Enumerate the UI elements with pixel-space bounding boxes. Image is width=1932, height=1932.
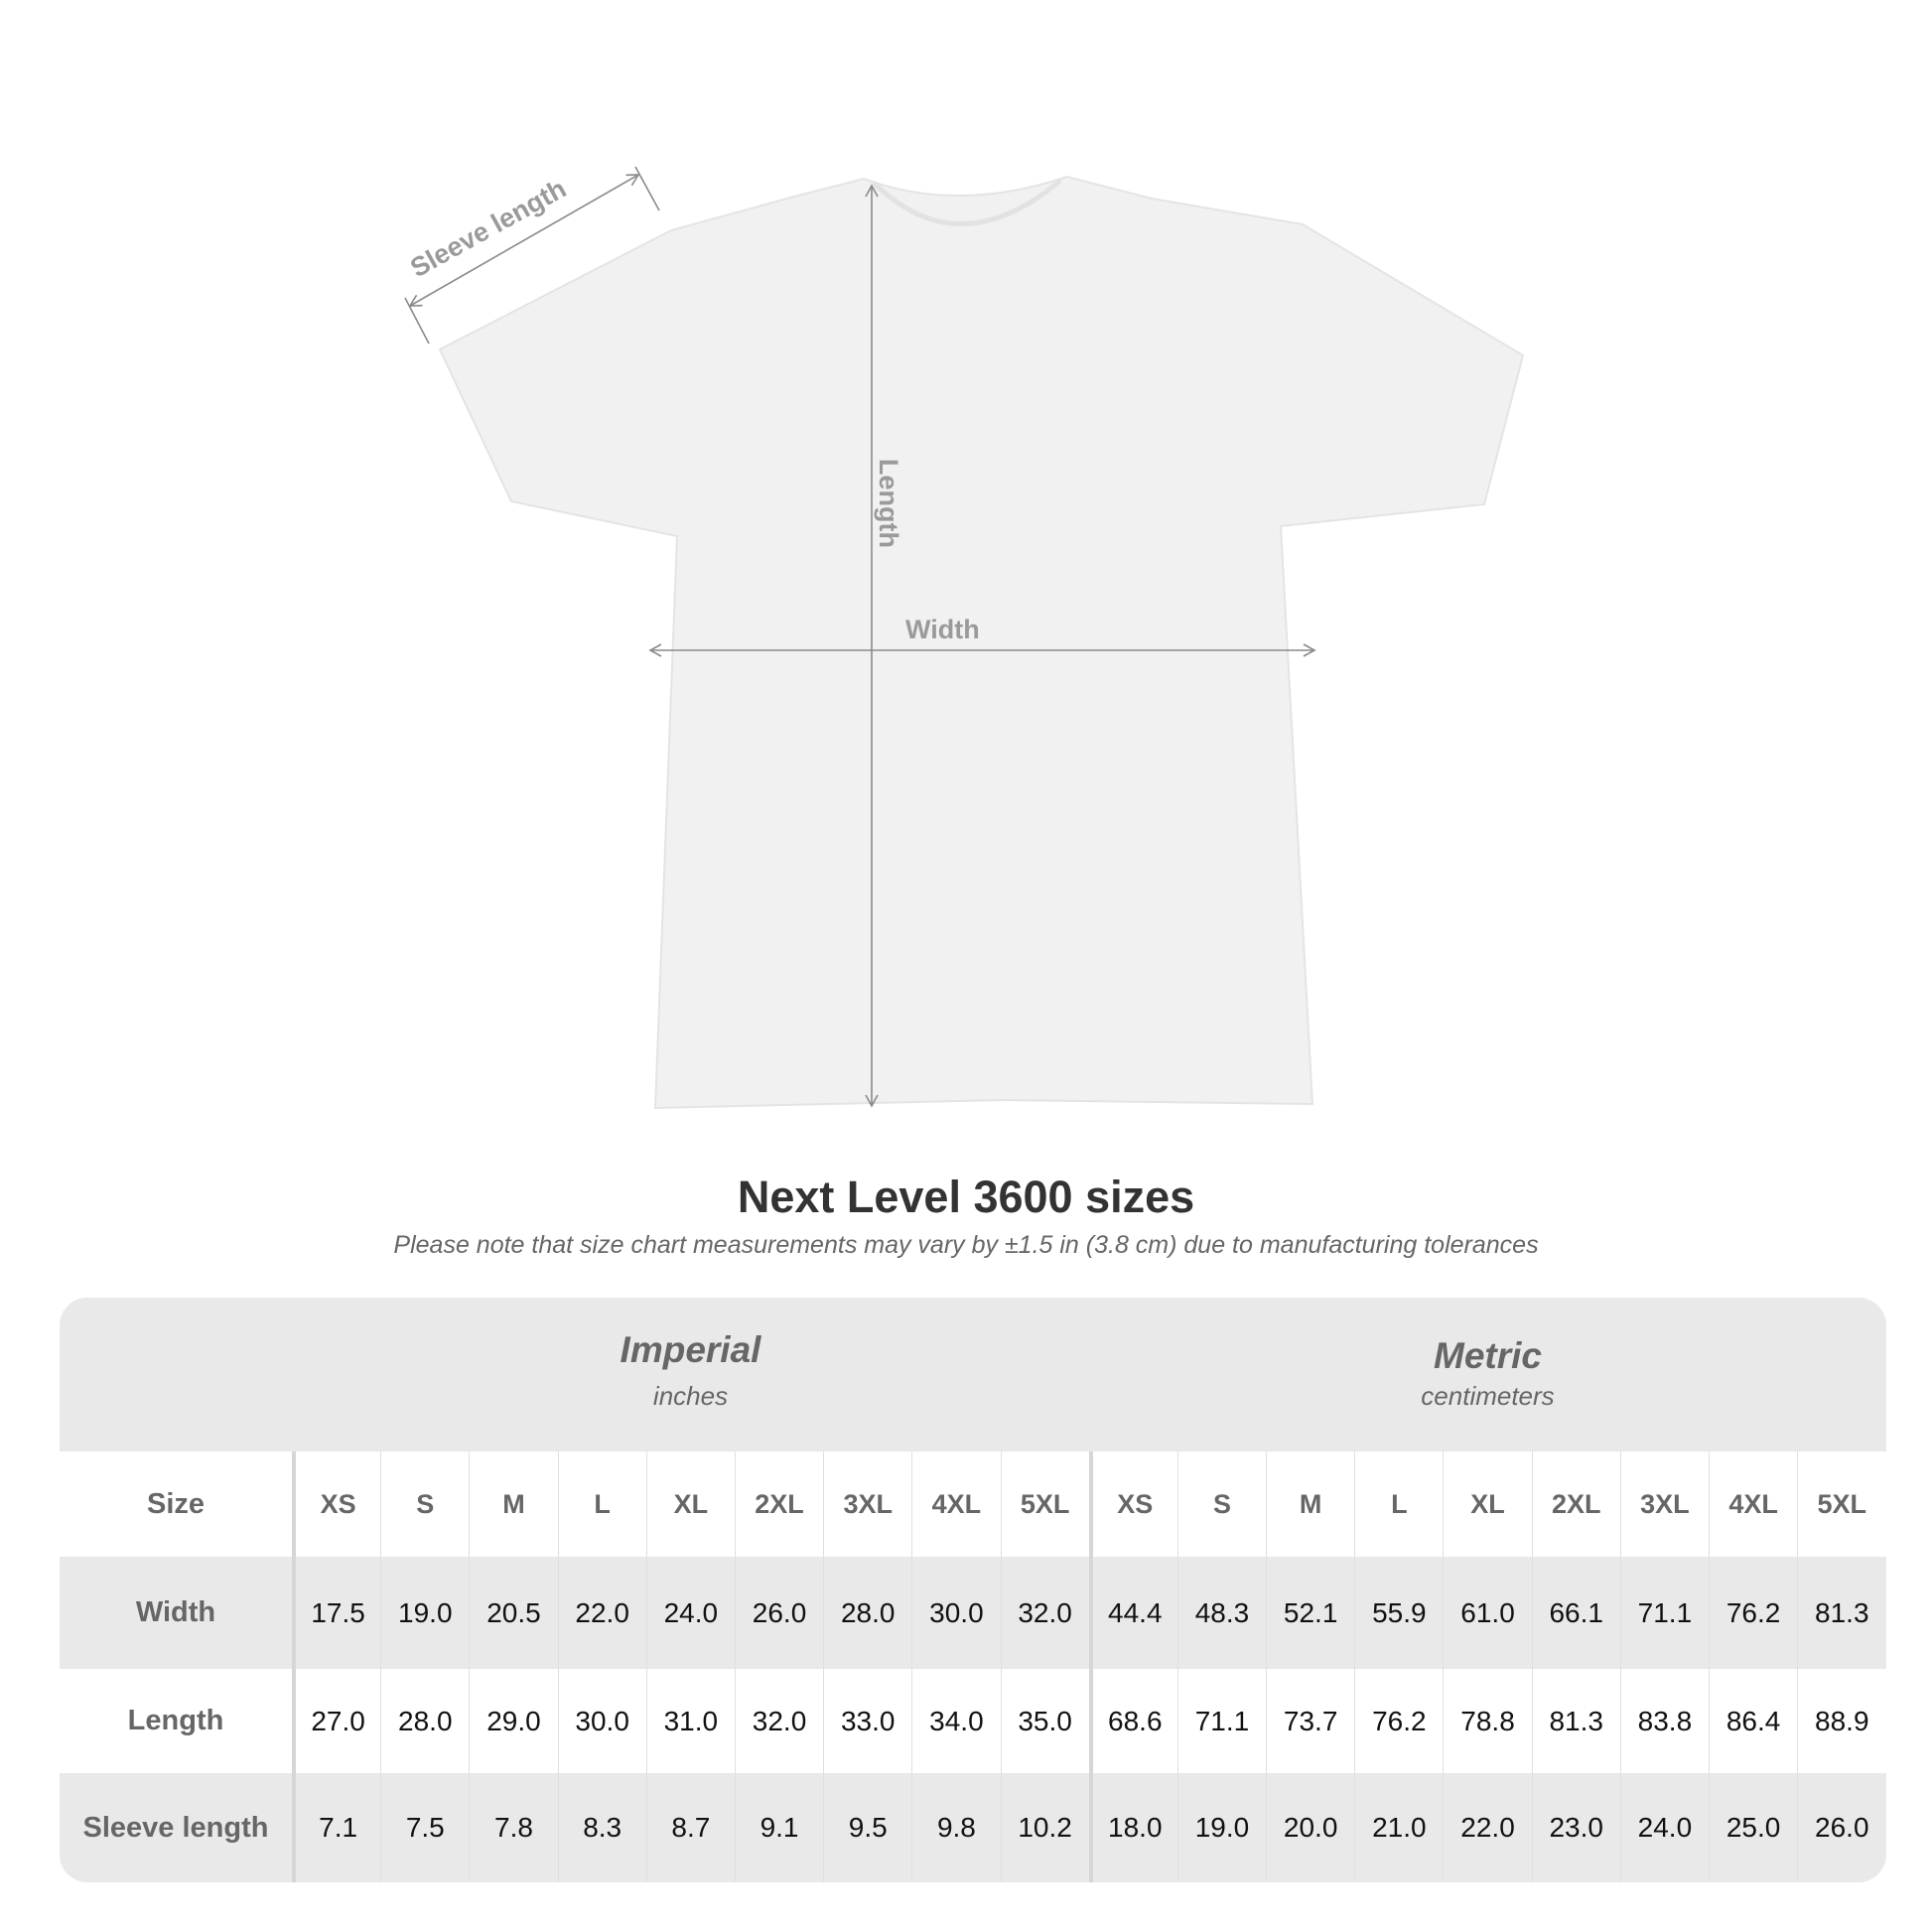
imperial-value-cell: 22.0 (557, 1557, 646, 1669)
metric-value-cell: 48.3 (1176, 1557, 1266, 1669)
metric-value-cell: 20.0 (1266, 1773, 1354, 1882)
size-header-cell: 3XL (823, 1451, 911, 1557)
row-label: Width (135, 1596, 216, 1628)
imperial-value-cell: 30.0 (557, 1669, 646, 1773)
imperial-value-cell: 34.0 (911, 1669, 1000, 1773)
size-header-cell: S (380, 1451, 469, 1557)
metric-header: Metric centimeters (1089, 1298, 1886, 1451)
metric-value-cell: 71.1 (1176, 1669, 1266, 1773)
size-header-cell: 5XL (1000, 1451, 1089, 1557)
imperial-value-cell: 7.8 (469, 1773, 557, 1882)
imperial-title: Imperial (620, 1329, 761, 1370)
row-label: Size (146, 1487, 206, 1520)
size-header-cell: XS (1088, 1451, 1177, 1557)
size-header-cell: 4XL (911, 1451, 1000, 1557)
metric-value-cell: 26.0 (1797, 1773, 1885, 1882)
size-header-cell: XS (292, 1451, 380, 1557)
size-header-cell: XL (1443, 1451, 1531, 1557)
metric-value-cell: 18.0 (1088, 1773, 1177, 1882)
metric-value-cell: 88.9 (1797, 1669, 1885, 1773)
metric-value-cell: 61.0 (1443, 1557, 1531, 1669)
metric-value-cell: 22.0 (1443, 1773, 1531, 1882)
metric-value-cell: 71.1 (1619, 1557, 1709, 1669)
size-header-cell: M (469, 1451, 557, 1557)
imperial-value-cell: 32.0 (1000, 1557, 1089, 1669)
imperial-header: Imperial inches (292, 1298, 1089, 1451)
metric-value-cell: 66.1 (1531, 1557, 1620, 1669)
imperial-value-cell: 32.0 (734, 1669, 823, 1773)
imperial-unit: inches (652, 1381, 729, 1411)
tshirt-diagram: Sleeve length Length Width (404, 166, 1525, 1110)
metric-value-cell: 25.0 (1709, 1773, 1797, 1882)
size-header-cell: 2XL (1531, 1451, 1620, 1557)
metric-value-cell: 83.8 (1619, 1669, 1709, 1773)
imperial-value-cell: 31.0 (645, 1669, 735, 1773)
metric-title: Metric (1434, 1335, 1542, 1376)
length-label: Length (874, 459, 903, 548)
size-header-cell: XL (645, 1451, 735, 1557)
imperial-value-cell: 9.8 (911, 1773, 1000, 1882)
imperial-value-cell: 10.2 (1000, 1773, 1089, 1882)
size-header-cell: L (557, 1451, 646, 1557)
imperial-value-cell: 35.0 (1000, 1669, 1089, 1773)
table-row: Sleeve length 7.1 7.5 7.8 8.3 8.7 9.1 9.5 9.8 10.… (60, 1773, 1886, 1882)
size-table: Imperial inches Metric centimeters Size X… (60, 1298, 1886, 1882)
page-title: Next Level 3600 sizes (737, 1172, 1195, 1222)
width-label: Width (905, 615, 980, 644)
metric-value-cell: 81.3 (1797, 1557, 1885, 1669)
row-label: Length (127, 1705, 224, 1736)
metric-value-cell: 19.0 (1176, 1773, 1266, 1882)
metric-value-cell: 23.0 (1531, 1773, 1620, 1882)
table-row: Length 27.0 28.0 29.0 30.0 31.0 32.0 33.0 34.0 35… (60, 1669, 1886, 1773)
metric-value-cell: 21.0 (1354, 1773, 1443, 1882)
size-header-row: Size XS S M L XL 2XL 3XL 4XL 5XL XS S M L XL 2XL 3XL 4XL 5… (60, 1451, 1886, 1557)
metric-value-cell: 52.1 (1266, 1557, 1354, 1669)
metric-value-cell: 55.9 (1354, 1557, 1443, 1669)
size-header-cell: L (1354, 1451, 1443, 1557)
size-header-cell: S (1176, 1451, 1266, 1557)
imperial-value-cell: 29.0 (469, 1669, 557, 1773)
imperial-value-cell: 33.0 (823, 1669, 911, 1773)
tshirt-shape (438, 175, 1525, 1110)
metric-value-cell: 76.2 (1709, 1557, 1797, 1669)
metric-value-cell: 68.6 (1088, 1669, 1177, 1773)
table-row: Width 17.5 19.0 20.5 22.0 24.0 26.0 28.0 30.0 32.… (60, 1557, 1886, 1669)
imperial-value-cell: 9.1 (734, 1773, 823, 1882)
size-header-cell: 2XL (734, 1451, 823, 1557)
metric-value-cell: 76.2 (1354, 1669, 1443, 1773)
imperial-value-cell: 24.0 (645, 1557, 735, 1669)
metric-value-cell: 44.4 (1088, 1557, 1177, 1669)
imperial-value-cell: 7.1 (292, 1773, 380, 1882)
sleeve-arrow (408, 174, 640, 307)
metric-value-cell: 73.7 (1266, 1669, 1354, 1773)
size-header-cell: M (1266, 1451, 1354, 1557)
metric-value-cell: 24.0 (1619, 1773, 1709, 1882)
imperial-value-cell: 17.5 (292, 1557, 380, 1669)
metric-value-cell: 86.4 (1709, 1669, 1797, 1773)
size-header-cell: 3XL (1619, 1451, 1709, 1557)
tshirt-collar (872, 179, 1062, 226)
metric-value-cell: 78.8 (1443, 1669, 1531, 1773)
imperial-value-cell: 30.0 (911, 1557, 1000, 1669)
imperial-value-cell: 28.0 (380, 1669, 469, 1773)
metric-unit: centimeters (1421, 1381, 1555, 1411)
metric-value-cell: 81.3 (1531, 1669, 1620, 1773)
imperial-value-cell: 19.0 (380, 1557, 469, 1669)
size-header-cell: 5XL (1797, 1451, 1885, 1557)
row-label: Sleeve length (82, 1811, 269, 1844)
imperial-value-cell: 20.5 (469, 1557, 557, 1669)
imperial-value-cell: 8.7 (645, 1773, 735, 1882)
tolerance-note: Please note that size chart measurements… (393, 1231, 1539, 1259)
imperial-value-cell: 9.5 (823, 1773, 911, 1882)
imperial-value-cell: 7.5 (380, 1773, 469, 1882)
imperial-value-cell: 26.0 (734, 1557, 823, 1669)
imperial-value-cell: 28.0 (823, 1557, 911, 1669)
imperial-value-cell: 27.0 (292, 1669, 380, 1773)
imperial-value-cell: 8.3 (557, 1773, 646, 1882)
size-header-cell: 4XL (1709, 1451, 1797, 1557)
